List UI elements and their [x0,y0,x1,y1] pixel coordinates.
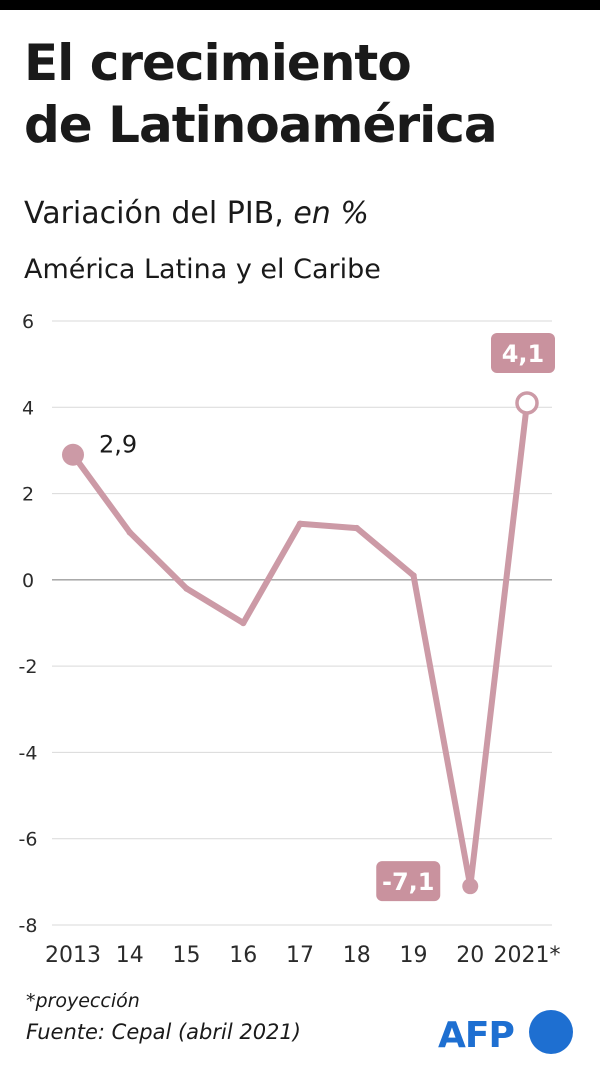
afp-logo-wordmark: AFP [438,1015,514,1056]
y-tick-label: -2 [19,656,38,678]
data-point-20 [462,878,479,895]
subtitle-unit: en % [293,196,369,231]
data-point-16 [240,619,247,627]
x-tick-label: 17 [286,943,314,968]
data-label-box-20 [376,861,441,902]
x-tick-label: 16 [229,943,257,968]
data-point-18 [353,524,360,532]
chart-title-line-2: de Latinoamérica [24,96,498,154]
data-label-box-2021* [491,332,555,373]
data-label-2013: 2,9 [99,431,137,459]
chart-subtitle: Variación del PIB, en % [24,194,369,234]
x-tick-label: 14 [116,943,144,968]
source-note: Fuente: Cepal (abril 2021) [26,1020,301,1044]
y-tick-label: -8 [19,915,38,937]
data-label-20: -7,1 [382,868,434,896]
x-tick-label: 2021* [494,943,561,968]
chart-title-line-1: El crecimiento [24,34,412,92]
x-tick-label: 2013 [45,943,101,968]
data-point-19 [410,572,417,579]
series-region-label: América Latina y el Caribe [24,254,381,285]
y-tick-label: 6 [22,311,34,333]
x-tick-label: 20 [456,943,484,968]
y-tick-label: -6 [19,829,38,851]
afp-logo-circle [529,1010,573,1054]
data-point-2021* [515,391,539,415]
y-tick-label: 0 [22,570,34,592]
data-point-15 [183,585,190,592]
subtitle-measure: Variación del PIB, [24,196,284,231]
data-point-2013 [62,443,84,466]
data-label-2021*: 4,1 [502,340,545,368]
series-line [70,400,530,890]
y-tick-label: -4 [19,742,38,764]
data-point-14 [126,529,133,536]
x-tick-label: 19 [400,943,428,968]
projection-footnote: *proyección [26,990,140,1012]
x-tick-label: 15 [173,943,201,968]
afp-logo: AFP [438,1010,573,1056]
chart-title: El crecimiento de Latinoamérica [24,32,584,156]
y-tick-label: 2 [22,484,34,506]
y-tick-label: 4 [22,397,34,419]
data-point-17 [296,520,304,527]
top-bar [0,0,600,10]
x-tick-label: 18 [343,943,371,968]
